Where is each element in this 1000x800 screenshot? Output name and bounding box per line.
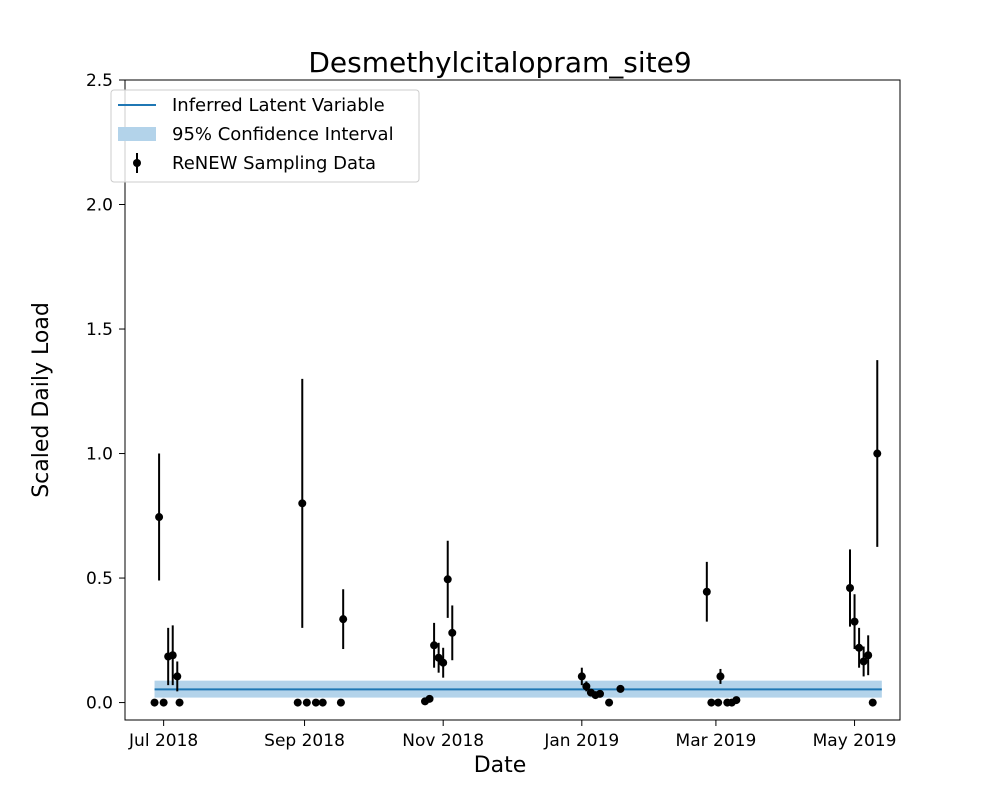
data-point-marker <box>616 685 624 693</box>
data-point <box>869 699 877 707</box>
data-point-marker <box>716 672 724 680</box>
data-point-marker <box>339 615 347 623</box>
data-point-marker <box>605 699 613 707</box>
legend-label-ci: 95% Confidence Interval <box>172 124 394 145</box>
y-axis-label: Scaled Daily Load <box>29 302 54 498</box>
data-point <box>873 360 881 547</box>
data-point <box>294 699 302 707</box>
data-point <box>707 699 715 707</box>
data-point-marker <box>855 644 863 652</box>
data-point <box>846 549 854 626</box>
x-tick-label: Nov 2018 <box>402 731 484 751</box>
data-point-marker <box>448 629 456 637</box>
y-tick-label: 2.0 <box>86 196 113 216</box>
data-point-marker <box>873 450 881 458</box>
data-point <box>448 605 456 660</box>
y-tick-label: 0.0 <box>86 694 113 714</box>
data-point-marker <box>707 699 715 707</box>
x-tick-label: May 2019 <box>813 731 897 751</box>
data-point <box>151 699 159 707</box>
data-point <box>864 635 872 675</box>
data-point-marker <box>312 699 320 707</box>
data-point-marker <box>869 699 877 707</box>
legend-label-latent: Inferred Latent Variable <box>172 95 385 116</box>
data-point-marker <box>160 699 168 707</box>
data-point-marker <box>430 641 438 649</box>
legend-point-swatch <box>133 159 141 167</box>
x-tick-label: Sep 2018 <box>264 731 345 751</box>
data-point <box>176 699 184 707</box>
data-point-marker <box>151 699 159 707</box>
data-point <box>596 690 604 698</box>
data-point-marker <box>319 699 327 707</box>
data-point-marker <box>337 699 345 707</box>
data-point-marker <box>444 575 452 583</box>
data-point <box>732 696 740 704</box>
data-point <box>319 699 327 707</box>
data-point <box>444 541 452 618</box>
data-point <box>298 379 306 628</box>
data-point-marker <box>303 699 311 707</box>
data-point-marker <box>851 618 859 626</box>
data-point <box>703 562 711 622</box>
data-point <box>303 699 311 707</box>
data-point-marker <box>173 672 181 680</box>
data-point <box>605 699 613 707</box>
data-point-marker <box>298 499 306 507</box>
data-point-marker <box>732 696 740 704</box>
legend: Inferred Latent Variable 95% Confidence … <box>111 90 419 182</box>
data-point-marker <box>155 513 163 521</box>
x-tick-label: Mar 2019 <box>676 731 757 751</box>
data-point <box>616 685 624 693</box>
data-point-marker <box>426 695 434 703</box>
data-point <box>339 589 347 649</box>
y-tick-label: 0.5 <box>86 569 113 589</box>
data-point-marker <box>703 588 711 596</box>
data-point-marker <box>578 672 586 680</box>
data-point-marker <box>846 584 854 592</box>
data-point-marker <box>596 690 604 698</box>
data-point <box>714 699 722 707</box>
y-tick-label: 2.5 <box>86 71 113 91</box>
data-point <box>426 695 434 703</box>
x-axis-label: Date <box>474 753 527 778</box>
data-point <box>155 454 163 581</box>
data-point-marker <box>169 651 177 659</box>
sampling-points-layer <box>151 360 882 706</box>
data-point-marker <box>864 651 872 659</box>
y-tick-label: 1.5 <box>86 320 113 340</box>
legend-band-swatch <box>118 127 156 141</box>
chart-title: Desmethylcitalopram_site9 <box>308 46 691 79</box>
data-point-marker <box>714 699 722 707</box>
x-tick-label: Jan 2019 <box>543 731 619 751</box>
data-point <box>312 699 320 707</box>
data-point-marker <box>294 699 302 707</box>
data-point <box>851 594 859 649</box>
x-tick-label: Jul 2018 <box>128 731 198 751</box>
y-tick-label: 1.0 <box>86 445 113 465</box>
data-point <box>439 648 447 678</box>
data-point-marker <box>176 699 184 707</box>
data-point <box>160 699 168 707</box>
legend-label-sampling: ReNEW Sampling Data <box>172 153 376 174</box>
data-point <box>337 699 345 707</box>
data-point-marker <box>439 659 447 667</box>
x-ticks: Jul 2018 Sep 2018 Nov 2018 Jan 2019 Mar 2019… <box>128 720 896 751</box>
